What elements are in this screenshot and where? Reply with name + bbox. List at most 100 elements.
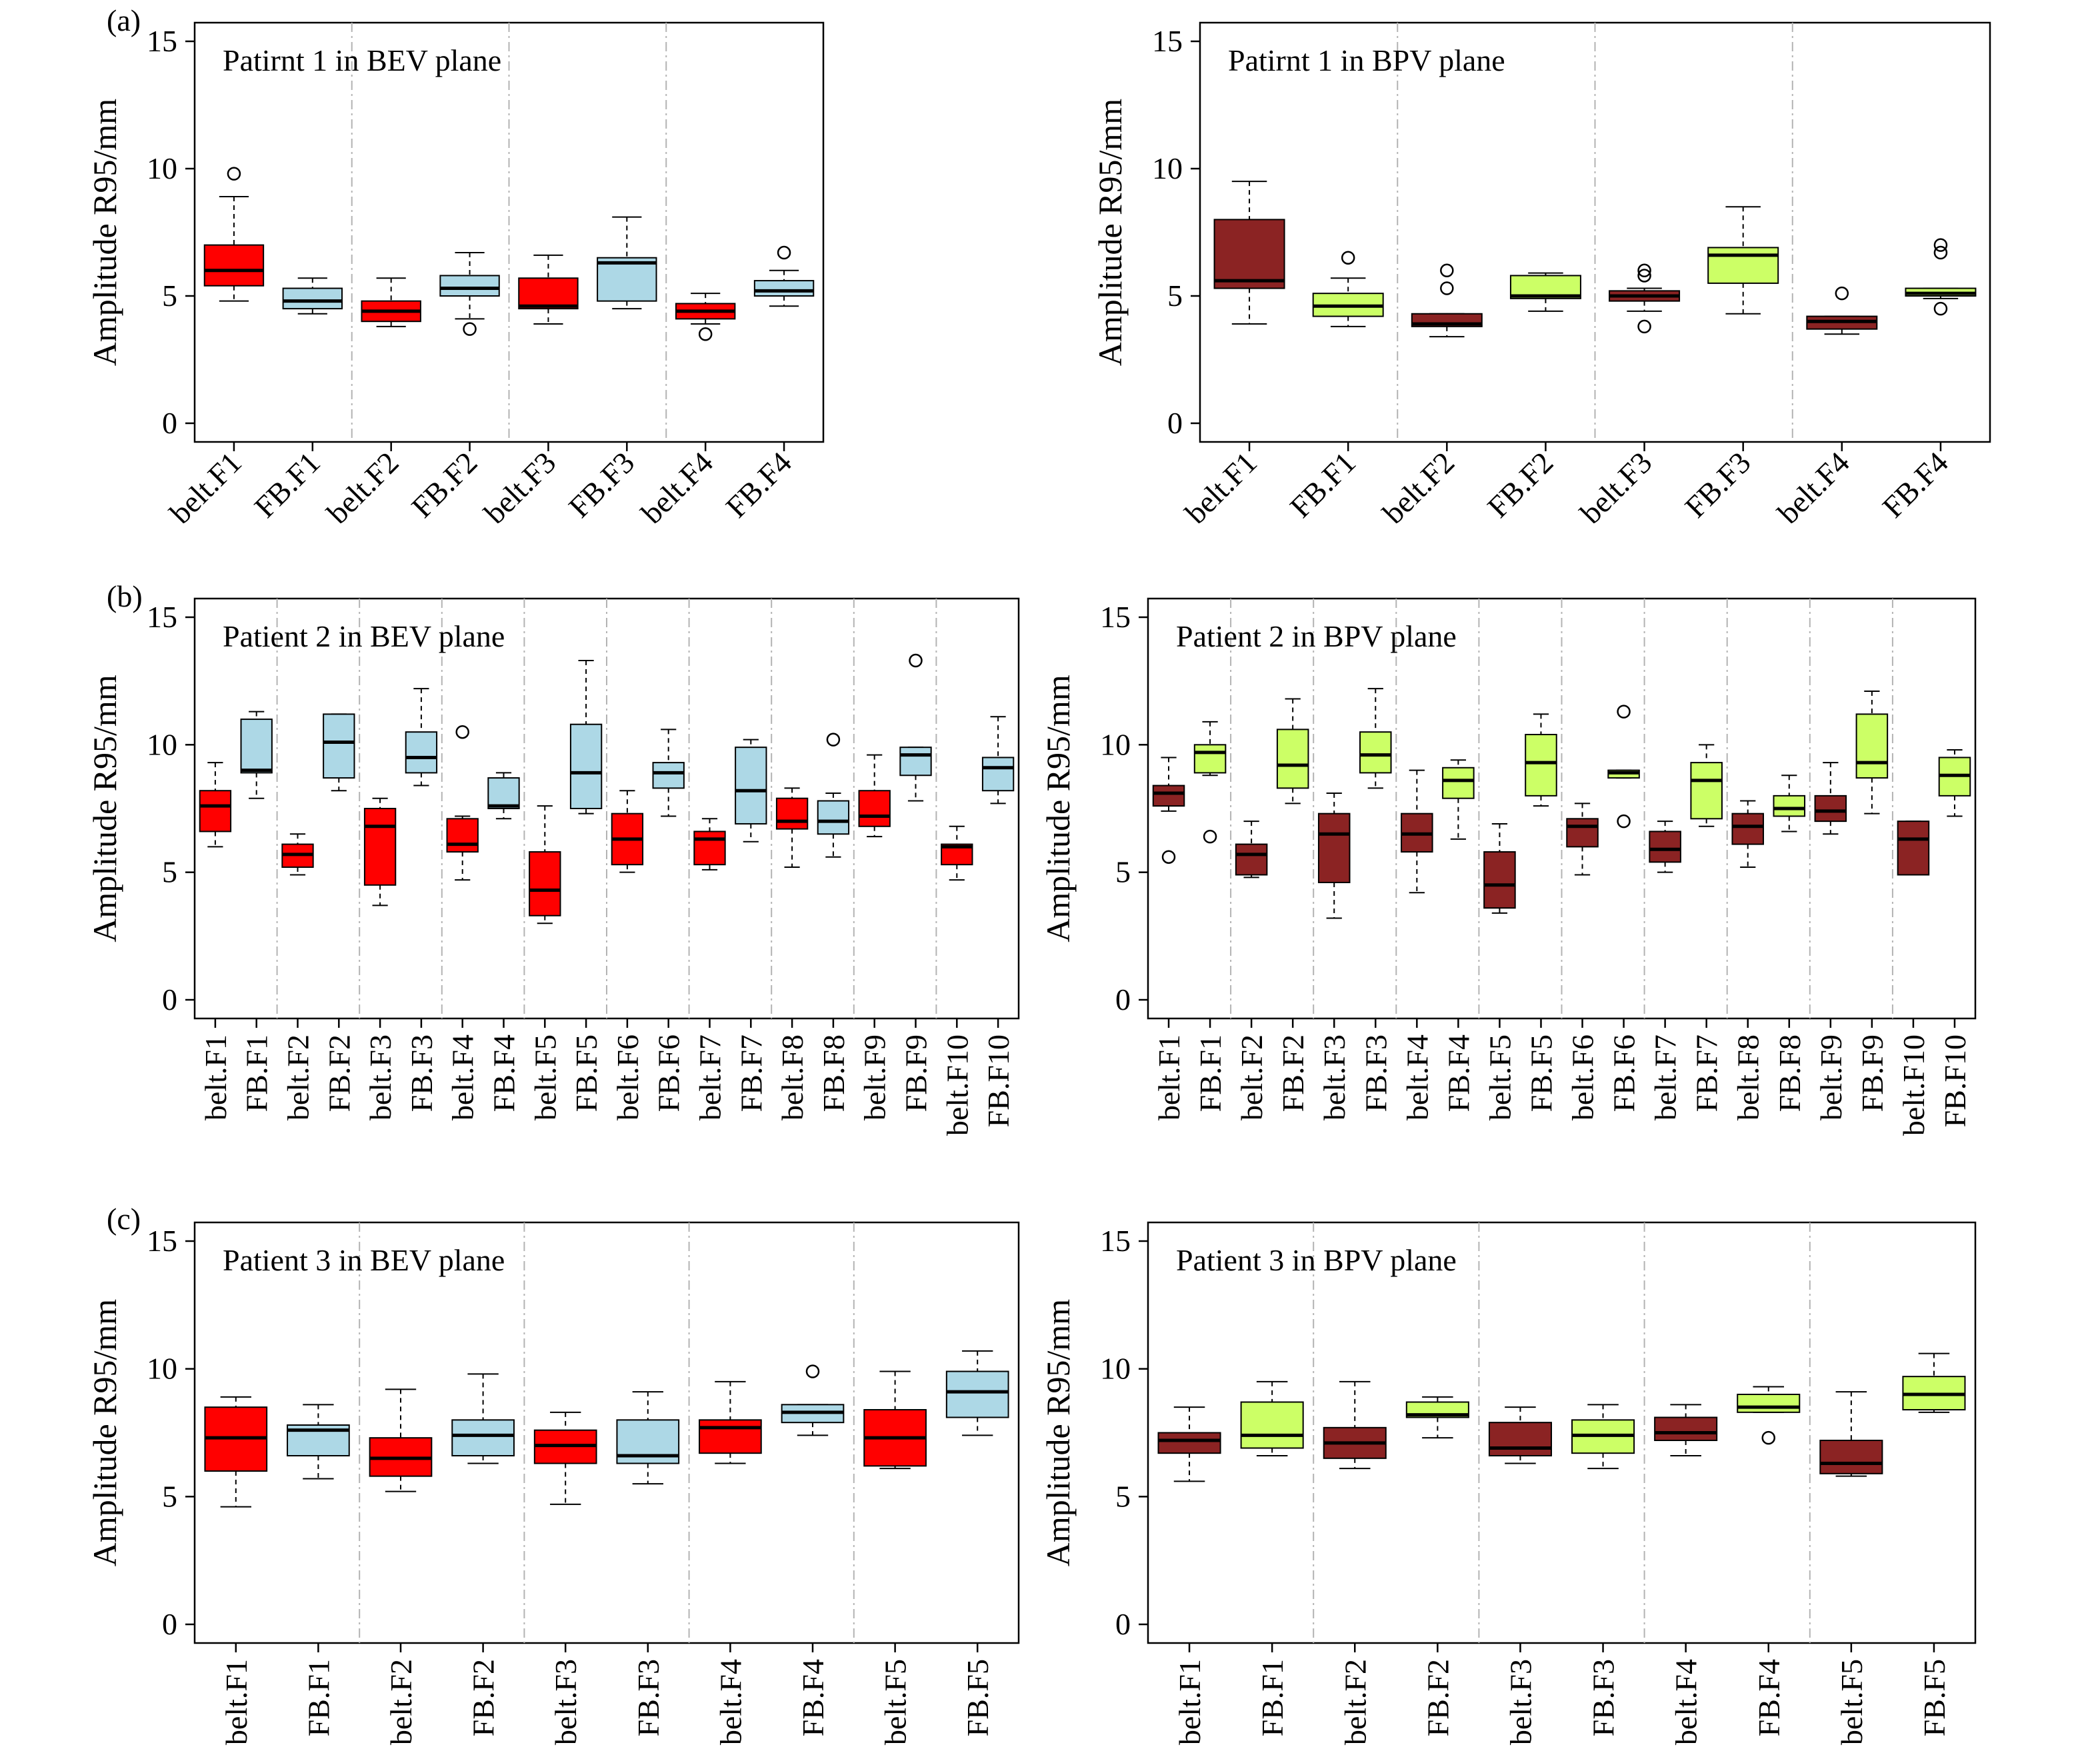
outlier-point: [777, 245, 791, 260]
box-iqr: [518, 277, 579, 310]
box-belt.F9: [1814, 762, 1847, 835]
box-iqr: [858, 790, 891, 827]
y-tick-label: 15: [1100, 1224, 1131, 1258]
box-FB.F3: [597, 216, 657, 310]
outlier-point: [1637, 263, 1651, 278]
box-FB.F1: [282, 277, 343, 315]
x-tick-label: FB.F3: [1359, 1034, 1393, 1112]
y-tick-label: 15: [147, 24, 177, 58]
x-tick-label: belt.F2: [384, 1659, 418, 1745]
box-belt.F3: [1317, 793, 1351, 919]
y-axis-title: Amplitude R95/mm: [86, 1299, 123, 1567]
box-iqr: [1240, 1401, 1304, 1449]
box-iqr: [1359, 731, 1392, 774]
y-axis-title: Amplitude R95/mm: [86, 99, 123, 367]
box-belt.F4: [675, 293, 736, 341]
box-belt.F5: [1819, 1391, 1883, 1477]
box-FB.F1: [1240, 1380, 1304, 1456]
box-FB.F9: [1855, 690, 1889, 815]
box-iqr: [652, 762, 685, 789]
box-iqr: [1897, 821, 1930, 876]
y-tick-label: 5: [162, 855, 177, 889]
box-iqr: [529, 851, 561, 916]
box-belt.F3: [363, 797, 397, 906]
y-tick-label: 15: [1100, 600, 1131, 634]
x-tick-label: belt.F4: [1669, 1659, 1703, 1745]
outlier-point: [1637, 319, 1651, 334]
y-tick-label: 15: [1152, 24, 1183, 58]
box-belt.F2: [1323, 1380, 1387, 1470]
box-belt.F2: [1235, 821, 1268, 878]
x-tick-label: belt.F4: [713, 1659, 747, 1745]
y-tick-label: 0: [1115, 1607, 1131, 1641]
x-tick-label: FB.F3: [1678, 445, 1757, 524]
box-FB.F4: [487, 772, 520, 820]
outlier-point: [1440, 281, 1454, 295]
x-tick-label: belt.F5: [528, 1034, 562, 1120]
box-iqr: [817, 800, 850, 835]
plot-title: Patient 2 in BPV plane: [1176, 619, 1457, 653]
outlier-point: [1341, 251, 1355, 265]
x-tick-label: belt.F7: [693, 1034, 727, 1120]
box-iqr: [899, 747, 932, 777]
x-tick-label: belt.F2: [1376, 445, 1461, 530]
box-belt.F6: [1566, 803, 1599, 876]
box-belt.F3: [533, 1411, 597, 1505]
x-tick-label: belt.F4: [1400, 1034, 1434, 1120]
outlier-point: [1637, 269, 1651, 283]
box-FB.F4: [1737, 1386, 1801, 1445]
outlier-point: [1161, 850, 1176, 864]
x-tick-label: FB.F3: [1587, 1659, 1621, 1736]
x-tick-label: FB.F4: [796, 1659, 830, 1736]
x-tick-label: FB.F1: [240, 1034, 274, 1112]
x-tick-label: FB.F1: [1255, 1659, 1289, 1736]
outlier-point: [1761, 1430, 1775, 1445]
plot-title: Patirnt 1 in BEV plane: [223, 43, 501, 77]
x-tick-label: belt.F1: [1152, 1034, 1186, 1120]
x-tick-label: FB.F2: [467, 1659, 501, 1736]
x-tick-label: belt.F6: [611, 1034, 645, 1120]
x-tick-label: belt.F3: [549, 1659, 583, 1745]
box-FB.F7: [735, 739, 767, 843]
box-belt.F2: [1411, 263, 1483, 338]
box-iqr: [1707, 247, 1779, 284]
outlier-point: [463, 322, 477, 336]
panel-label-c: (c): [107, 1202, 141, 1236]
x-tick-label: belt.F5: [879, 1659, 913, 1745]
outlier-point: [1440, 263, 1454, 278]
box-FB.F2: [439, 252, 500, 336]
y-tick-label: 0: [1167, 406, 1183, 440]
box-FB.F1: [1312, 251, 1384, 327]
box-iqr: [1152, 785, 1185, 807]
y-tick-label: 0: [162, 1607, 177, 1641]
charts-container: 0 5 10 15 Amplitude R95/mm Patirnt 1 in BEV p…: [86, 21, 1991, 1745]
box-belt.F8: [775, 787, 809, 869]
plot-title: Patient 3 in BEV plane: [223, 1243, 505, 1277]
box-FB.F2: [1405, 1396, 1469, 1439]
plot-title: Patient 2 in BEV plane: [223, 619, 505, 653]
box-belt.F7: [693, 818, 726, 871]
x-tick-label: belt.F10: [940, 1034, 974, 1136]
x-tick-label: belt.F6: [1566, 1034, 1600, 1120]
box-belt.F1: [203, 167, 265, 302]
box-FB.F10: [981, 716, 1015, 805]
y-axis-title: Amplitude R95/mm: [86, 675, 123, 942]
box-iqr: [1442, 767, 1475, 799]
x-tick-label: FB.F2: [405, 445, 483, 524]
box-FB.F5: [1525, 713, 1557, 807]
chart-1: 0 5 10 15 Amplitude R95/mm Patirnt 1 in BEV p…: [86, 21, 825, 530]
box-iqr: [1649, 831, 1681, 863]
box-iqr: [203, 244, 265, 287]
outlier-point: [1933, 245, 1948, 260]
outlier-point: [1617, 814, 1631, 829]
outlier-point: [1203, 829, 1217, 844]
x-tick-label: FB.F5: [569, 1034, 603, 1112]
box-belt.F6: [611, 790, 644, 873]
box-FB.F1: [1193, 721, 1227, 844]
box-belt.F1: [1213, 181, 1285, 325]
x-tick-label: belt.F2: [1235, 1034, 1269, 1120]
x-tick-label: FB.F4: [719, 445, 798, 524]
x-tick-label: belt.F4: [446, 1034, 480, 1120]
x-tick-label: belt.F2: [1338, 1659, 1372, 1745]
